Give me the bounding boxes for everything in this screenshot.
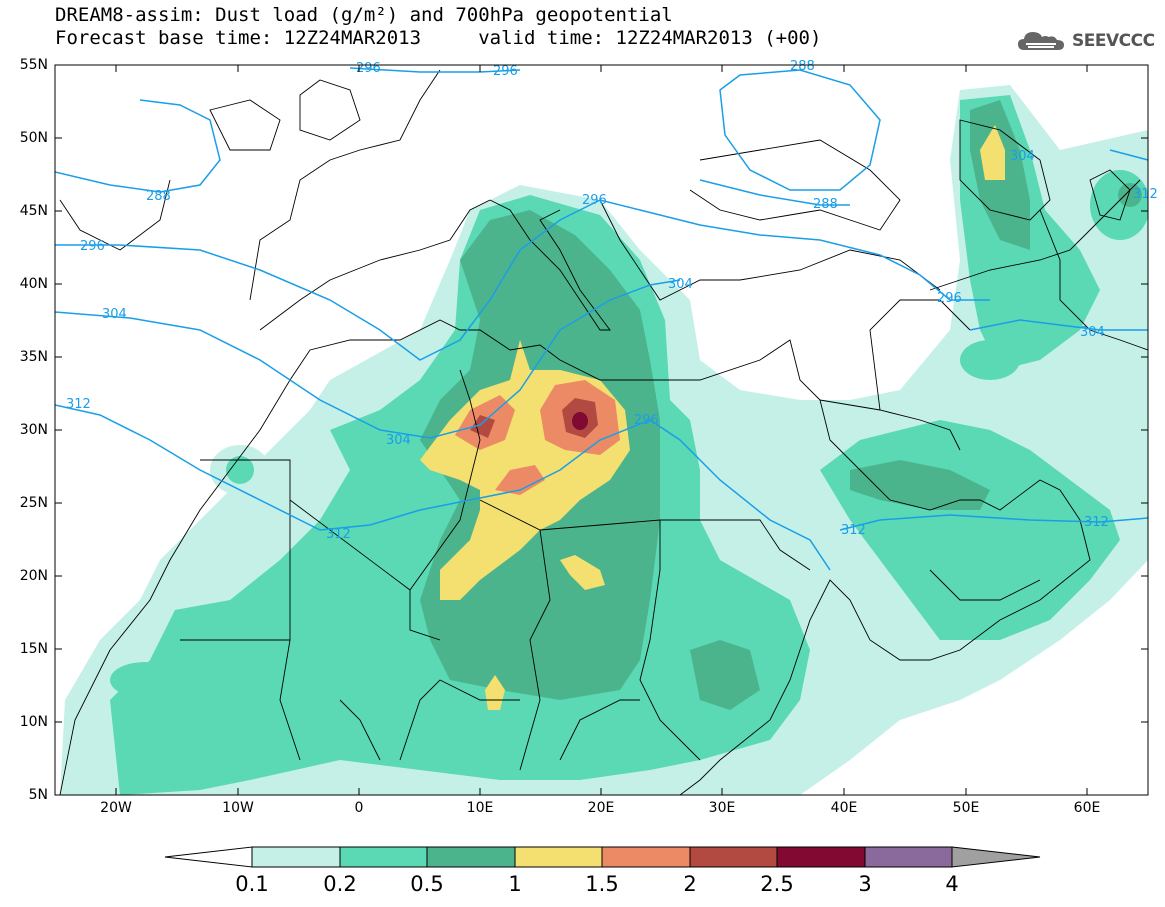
colorbar-bin (601, 846, 691, 868)
dust-level-2-5 (572, 412, 588, 430)
lon-label: 20E (587, 800, 615, 816)
colorbar-upper-arrow (951, 846, 1041, 868)
contour-label: 304 (668, 277, 693, 292)
colorbar-label: 1 (508, 872, 522, 896)
lon-label: 10W (222, 800, 254, 816)
contour-label: 296 (634, 413, 659, 428)
dust-field (55, 67, 1148, 795)
map-title: DREAM8-assim: Dust load (g/m²) and 700hP… (55, 4, 673, 26)
lat-label: 50N (19, 130, 48, 146)
colorbar (164, 846, 1041, 868)
colorbar-bin (864, 846, 953, 868)
colorbar-bin (689, 846, 778, 868)
map-frame (54, 64, 1149, 796)
contour-label: 288 (146, 189, 171, 204)
colorbar-label: 3 (858, 872, 872, 896)
lat-label: 35N (19, 349, 48, 365)
colorbar-label: 4 (945, 872, 959, 896)
cloud-logo-icon (1018, 32, 1064, 50)
contour-label: 304 (1080, 325, 1105, 340)
lon-label: 40E (830, 800, 858, 816)
contour-labels: 288 296 304 312 296 288 296 304 296 312 … (66, 59, 1158, 542)
lat-label: 30N (19, 422, 48, 438)
seevccc-logo: SEEVCCC (1016, 28, 1155, 54)
geopotential-contours (55, 67, 1148, 571)
contour-label: 304 (1010, 149, 1035, 164)
lat-label: 20N (19, 568, 48, 584)
contour-label: 296 (80, 239, 105, 254)
lon-label: 30E (708, 800, 736, 816)
contour-label: 296 (356, 61, 381, 76)
contour-label: 296 (493, 64, 518, 79)
contour-label: 312 (1133, 187, 1158, 202)
lat-label: 40N (19, 276, 48, 292)
contour-label: 304 (102, 307, 127, 322)
lat-label: 15N (19, 641, 48, 657)
lon-label: 10E (466, 800, 494, 816)
contour-label: 296 (937, 291, 962, 306)
contour-label: 304 (386, 433, 411, 448)
colorbar-label: 2.5 (760, 872, 794, 896)
contour-label: 288 (813, 197, 838, 212)
contour-label: 312 (326, 527, 351, 542)
colorbar-bin (251, 846, 341, 868)
colorbar-label: 2 (683, 872, 697, 896)
contour-label: 288 (790, 59, 815, 74)
lon-label: 0 (354, 800, 364, 816)
map-subtitle: Forecast base time: 12Z24MAR2013 valid t… (55, 27, 822, 49)
lon-label: 50E (952, 800, 980, 816)
dust-level-1-5 (455, 380, 620, 495)
lat-label: 10N (19, 714, 48, 730)
colorbar-bin (339, 846, 428, 868)
lat-label: 45N (19, 203, 48, 219)
contour-label: 312 (841, 523, 866, 538)
contour-label: 312 (1084, 515, 1109, 530)
colorbar-bin (426, 846, 516, 868)
colorbar-bin (514, 846, 603, 868)
logo-text: SEEVCCC (1072, 31, 1155, 51)
colorbar-lower-arrow (164, 846, 253, 868)
contour-label: 312 (66, 397, 91, 412)
colorbar-label: 0.5 (410, 872, 444, 896)
lat-label: 55N (19, 57, 48, 73)
contour-label: 296 (582, 193, 607, 208)
lon-label: 20W (100, 800, 132, 816)
lat-label: 25N (19, 495, 48, 511)
colorbar-label: 0.2 (323, 872, 357, 896)
lon-label: 60E (1073, 800, 1101, 816)
colorbar-bin (776, 846, 866, 868)
colorbar-label: 1.5 (585, 872, 619, 896)
country-borders (59, 69, 1148, 795)
lat-label: 5N (28, 787, 48, 803)
colorbar-label: 0.1 (235, 872, 269, 896)
